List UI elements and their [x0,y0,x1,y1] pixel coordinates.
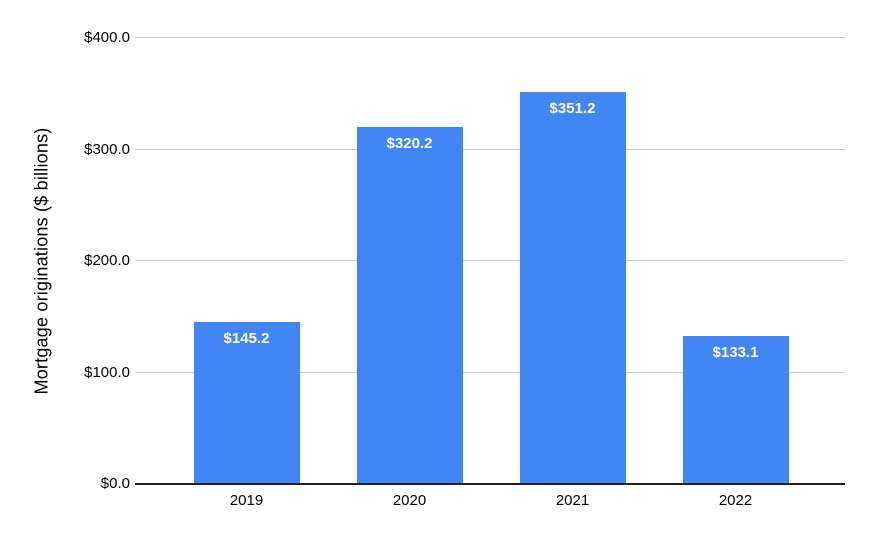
gridline [135,260,845,261]
gridline [135,149,845,150]
gridline [135,372,845,373]
y-tick-label: $0.0 [100,475,130,492]
y-tick-label: $400.0 [84,29,130,46]
bar [519,92,626,484]
bar [356,127,463,484]
bar-value-label: $133.1 [712,344,759,361]
bar-value-label: $351.2 [549,100,596,117]
gridline [135,37,845,38]
x-tick-label: 2022 [718,492,753,509]
bar [193,322,300,484]
x-tick-label: 2019 [229,492,264,509]
y-tick-label: $100.0 [84,364,130,381]
y-tick-label: $300.0 [84,141,130,158]
bar-value-label: $145.2 [223,330,270,347]
y-tick-label: $200.0 [84,252,130,269]
bar-value-label: $320.2 [386,135,433,152]
x-tick-label: 2021 [555,492,590,509]
x-axis-line [135,483,845,485]
x-tick-label: 2020 [392,492,427,509]
bar [682,336,789,484]
